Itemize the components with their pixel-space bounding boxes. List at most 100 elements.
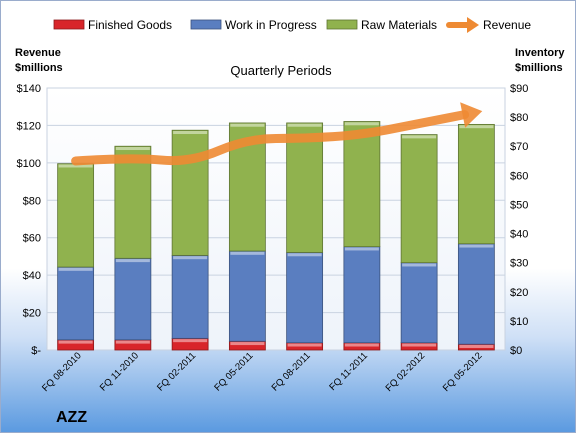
left-tick-label: $40 bbox=[23, 270, 41, 282]
bar-segment bbox=[114, 257, 152, 341]
right-tick-label: $70 bbox=[510, 141, 528, 153]
legend-label: Finished Goods bbox=[88, 18, 172, 32]
bar-segment bbox=[343, 246, 381, 344]
bar-segment-highlight bbox=[230, 342, 265, 346]
legend-label: Work in Progress bbox=[225, 18, 317, 32]
bar-segment-highlight bbox=[402, 343, 437, 347]
left-tick-label: $120 bbox=[17, 120, 41, 132]
x-tick-label: FQ 08-2011 bbox=[270, 350, 313, 393]
left-axis-title-line2: $millions bbox=[15, 62, 63, 74]
revenue-line bbox=[71, 110, 470, 166]
bar-segment bbox=[400, 262, 438, 344]
bar-stack bbox=[457, 123, 495, 351]
right-tick-label: $0 bbox=[510, 345, 522, 357]
bar-segment bbox=[228, 250, 266, 342]
x-axis-ticks: FQ 08-2010 FQ 11-2010 FQ 02-2011 FQ 05-2011… bbox=[40, 350, 484, 394]
right-axis-title-line2: $millions bbox=[515, 62, 563, 74]
x-tick-label: FQ 02-2012 bbox=[384, 350, 428, 394]
bar-segment bbox=[286, 122, 324, 253]
bar-stack bbox=[343, 121, 381, 351]
right-tick-label: $10 bbox=[510, 316, 528, 328]
bar-segment bbox=[171, 254, 209, 339]
left-tick-label: $20 bbox=[23, 308, 41, 320]
legend-swatch bbox=[326, 19, 358, 30]
bar-segment-highlight bbox=[287, 253, 322, 257]
x-tick-label: FQ 02-2011 bbox=[155, 350, 198, 393]
bar-segment bbox=[286, 252, 324, 344]
bar-stack bbox=[114, 145, 152, 351]
right-tick-label: $50 bbox=[510, 199, 528, 211]
bar-stack bbox=[171, 129, 209, 351]
right-tick-label: $40 bbox=[510, 229, 528, 241]
revenue-arrowhead bbox=[460, 102, 483, 128]
bar-segment-highlight bbox=[58, 164, 93, 168]
legend-item: Work in Progress bbox=[190, 18, 317, 32]
bar-segment-highlight bbox=[344, 343, 379, 347]
bar-segment-highlight bbox=[459, 125, 494, 129]
legend-item: Finished Goods bbox=[53, 18, 172, 32]
legend-item: Raw Materials bbox=[326, 18, 437, 32]
right-axis-title-line1: Inventory bbox=[515, 47, 565, 59]
bar-segment-highlight bbox=[115, 340, 150, 344]
left-tick-label: $60 bbox=[23, 233, 41, 245]
bar-segment-highlight bbox=[173, 256, 208, 260]
legend-swatch-arrow bbox=[467, 17, 479, 33]
x-tick-label: FQ 11-2011 bbox=[327, 350, 370, 393]
bar-segment bbox=[57, 266, 95, 341]
right-tick-label: $30 bbox=[510, 258, 528, 270]
bar-segment bbox=[114, 145, 152, 259]
bar-segment-highlight bbox=[58, 267, 93, 271]
legend: Finished Goods Work in Progress Raw Materi… bbox=[53, 17, 531, 33]
x-tick-label: FQ 08-2010 bbox=[40, 350, 84, 394]
chart-subtitle: Quarterly Periods bbox=[230, 63, 332, 78]
revenue-line-group bbox=[71, 102, 483, 166]
left-tick-label: $140 bbox=[17, 83, 41, 95]
bar-stack bbox=[228, 122, 266, 351]
bar-segment-highlight bbox=[402, 263, 437, 267]
bar-segment bbox=[400, 134, 438, 264]
right-tick-label: $90 bbox=[510, 83, 528, 95]
legend-label: Revenue bbox=[483, 18, 531, 32]
bar-segment bbox=[171, 129, 209, 256]
legend-swatch bbox=[190, 19, 222, 30]
bar-segment bbox=[343, 121, 381, 248]
x-tick-label: FQ 05-2011 bbox=[212, 350, 255, 393]
left-tick-label: $100 bbox=[17, 158, 41, 170]
bar-segment-highlight bbox=[287, 123, 322, 127]
bar-segment-highlight bbox=[230, 123, 265, 127]
x-tick-label: FQ 05-2012 bbox=[441, 350, 485, 394]
bar-segment-highlight bbox=[402, 135, 437, 139]
right-tick-label: $60 bbox=[510, 170, 528, 182]
legend-swatch bbox=[53, 19, 85, 30]
bar-stack bbox=[57, 163, 95, 351]
bar-segment-highlight bbox=[287, 343, 322, 347]
bar-segment-highlight bbox=[344, 247, 379, 251]
left-tick-label: $80 bbox=[23, 195, 41, 207]
right-tick-label: $20 bbox=[510, 287, 528, 299]
bar-segment-highlight bbox=[58, 340, 93, 344]
bar-segment bbox=[457, 243, 495, 345]
bar-segment bbox=[457, 123, 495, 245]
bar-segment-highlight bbox=[459, 244, 494, 248]
right-axis-ticks: $0 $10 $20 $30 $40 $50 $60 $70 $80 $90 bbox=[510, 83, 528, 357]
bar-segment-highlight bbox=[344, 122, 379, 126]
x-tick-label: FQ 11-2010 bbox=[98, 350, 141, 393]
bar-segment-highlight bbox=[115, 259, 150, 263]
company-label: AZZ bbox=[56, 409, 87, 426]
right-tick-label: $80 bbox=[510, 112, 528, 124]
bar-segment bbox=[57, 163, 95, 268]
bar-segment-highlight bbox=[115, 147, 150, 151]
left-axis-title-line1: Revenue bbox=[15, 47, 61, 59]
bar-stack bbox=[400, 134, 438, 351]
bar-segment-highlight bbox=[173, 131, 208, 135]
left-tick-label: $- bbox=[31, 345, 41, 357]
left-axis-ticks: $- $20 $40 $60 $80 $100 $120 $140 bbox=[17, 83, 42, 357]
bar-stack bbox=[286, 122, 324, 351]
legend-label: Raw Materials bbox=[361, 18, 437, 32]
bar-segment-highlight bbox=[173, 339, 208, 343]
legend-item: Revenue bbox=[446, 17, 531, 33]
bar-segment-highlight bbox=[230, 251, 265, 255]
bar-segment-highlight bbox=[459, 344, 494, 348]
